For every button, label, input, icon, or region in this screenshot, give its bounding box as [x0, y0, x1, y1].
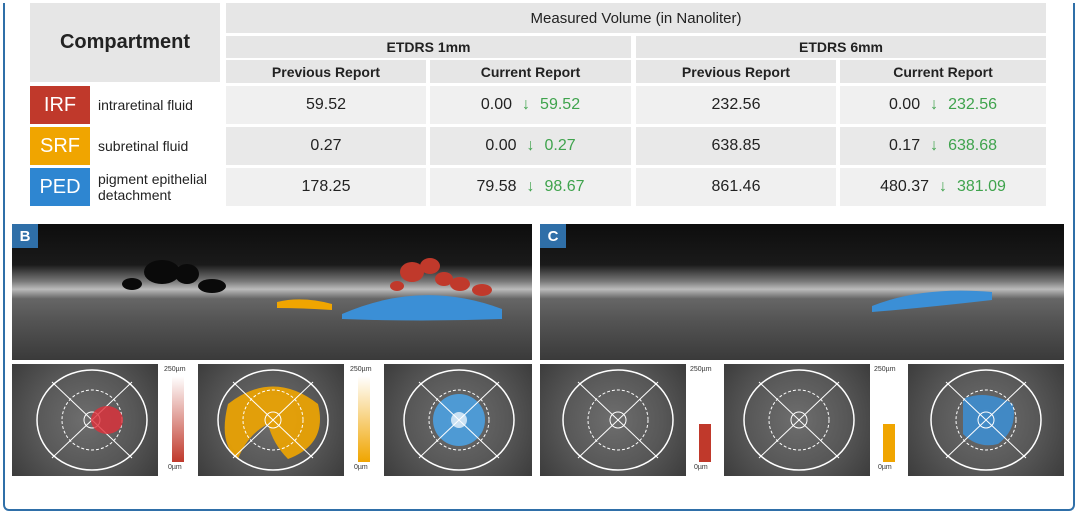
curr-report-1mm-header: Current Report: [430, 60, 631, 83]
fundus-irf-map: [12, 364, 158, 476]
down-arrow-icon: ↓: [930, 137, 939, 154]
scale-top-label: 250µm: [164, 366, 186, 373]
srf-prev-6mm: 638.85: [636, 127, 836, 165]
down-arrow-icon: ↓: [939, 178, 947, 195]
fundus-c-irf-map: [540, 364, 686, 476]
irf-badge: IRF: [30, 86, 90, 124]
panel-c-label: C: [540, 224, 566, 248]
oct-scan-current-segmented: [272, 224, 532, 360]
compartment-header: Compartment: [30, 3, 220, 82]
curr-report-6mm-header: Current Report: [840, 60, 1046, 83]
scale-fill: [883, 424, 895, 462]
panel-b-label: B: [12, 224, 38, 248]
fundus-c-ped-map: [908, 364, 1064, 476]
oct-scan-previous: [12, 224, 272, 360]
scale-bottom-label: 0µm: [878, 464, 892, 471]
fundus-ped-map: [384, 364, 532, 476]
down-arrow-icon: ↓: [522, 96, 531, 113]
ped-curr-6mm: 480.37 ↓ 381.09: [840, 168, 1046, 206]
panel-c-oct-scans: [540, 224, 1064, 360]
srf-badge: SRF: [30, 127, 90, 165]
down-arrow-icon: ↓: [526, 137, 535, 154]
scale-top-label: 250µm: [350, 366, 372, 373]
ped-curr-1mm: 79.58 ↓ 98.67: [430, 168, 631, 206]
irf-curr-6mm: 0.00 ↓ 232.56: [840, 86, 1046, 124]
measured-volume-header: Measured Volume (in Nanoliter): [226, 3, 1046, 33]
scale-fill: [699, 424, 711, 462]
srf-description: subretinal fluid: [98, 138, 189, 154]
irf-description: intraretinal fluid: [98, 97, 193, 113]
c-irf-scale-bar: 250µm 0µm: [690, 364, 720, 476]
ped-prev-1mm: 178.25: [226, 168, 426, 206]
c-srf-scale-bar: 250µm 0µm: [874, 364, 904, 476]
scale-bottom-label: 0µm: [694, 464, 708, 471]
srf-curr-1mm: 0.00 ↓ 0.27: [430, 127, 631, 165]
etdrs-1mm-header: ETDRS 1mm: [226, 36, 631, 58]
etdrs-6mm-header: ETDRS 6mm: [636, 36, 1046, 58]
down-arrow-icon: ↓: [526, 178, 535, 195]
panel-b-oct-scans: [12, 224, 532, 360]
down-arrow-icon: ↓: [930, 96, 939, 113]
oct-scan-current-c: [802, 224, 1064, 360]
ped-description: pigment epithelial detachment: [98, 171, 207, 203]
scale-gradient: [358, 376, 370, 462]
srf-scale-bar: 250µm 0µm: [350, 364, 380, 476]
srf-curr-6mm: 0.17 ↓ 638.68: [840, 127, 1046, 165]
scale-top-label: 250µm: [690, 366, 712, 373]
ped-prev-6mm: 861.46: [636, 168, 836, 206]
irf-prev-1mm: 59.52: [226, 86, 426, 124]
irf-curr-1mm: 0.00 ↓ 59.52: [430, 86, 631, 124]
srf-prev-1mm: 0.27: [226, 127, 426, 165]
figure-frame: [3, 3, 1075, 511]
fundus-srf-map: [198, 364, 344, 476]
prev-report-6mm-header: Previous Report: [636, 60, 836, 83]
ped-badge: PED: [30, 168, 90, 206]
irf-prev-6mm: 232.56: [636, 86, 836, 124]
irf-scale-bar: 250µm 0µm: [164, 364, 194, 476]
oct-scan-previous-c: [540, 224, 802, 360]
scale-gradient: [172, 376, 184, 462]
scale-bottom-label: 0µm: [354, 464, 368, 471]
prev-report-1mm-header: Previous Report: [226, 60, 426, 83]
scale-bottom-label: 0µm: [168, 464, 182, 471]
scale-top-label: 250µm: [874, 366, 896, 373]
fundus-c-srf-map: [724, 364, 870, 476]
